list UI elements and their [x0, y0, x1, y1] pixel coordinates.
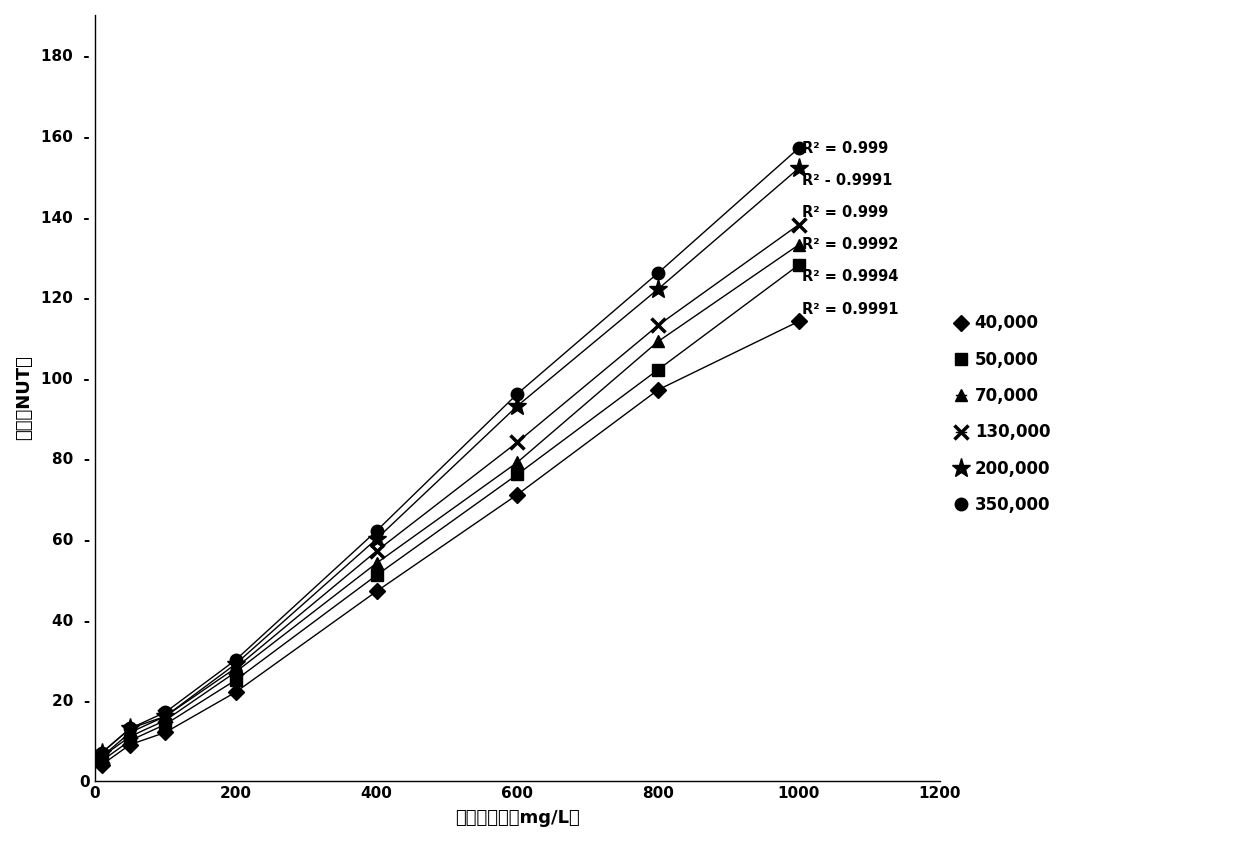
200,000 — [791, 163, 806, 173]
70,000 — [651, 337, 666, 347]
40,000 — [228, 687, 243, 697]
X-axis label: 壳聚糖浓度（mg/L）: 壳聚糖浓度（mg/L） — [455, 809, 579, 827]
Line: 40,000: 40,000 — [97, 316, 805, 770]
Line: 350,000: 350,000 — [95, 141, 805, 759]
40,000 — [123, 739, 138, 749]
70,000 — [370, 558, 384, 568]
40,000 — [94, 759, 109, 770]
50,000 — [94, 755, 109, 765]
Text: R² = 0.999: R² = 0.999 — [802, 141, 889, 156]
70,000 — [157, 716, 172, 726]
350,000 — [651, 268, 666, 278]
130,000 — [651, 320, 666, 330]
Text: R² = 0.9991: R² = 0.9991 — [802, 301, 899, 317]
50,000 — [228, 675, 243, 685]
40,000 — [157, 727, 172, 738]
130,000 — [791, 220, 806, 230]
40,000 — [651, 385, 666, 395]
Legend: 40,000, 50,000, 70,000, 130,000, 200,000, 350,000: 40,000, 50,000, 70,000, 130,000, 200,000… — [956, 314, 1050, 514]
130,000 — [157, 711, 172, 722]
350,000 — [228, 655, 243, 665]
350,000 — [510, 389, 525, 399]
40,000 — [370, 586, 384, 596]
130,000 — [370, 546, 384, 556]
200,000 — [94, 748, 109, 758]
200,000 — [157, 711, 172, 722]
Text: R² - 0.9991: R² - 0.9991 — [802, 173, 893, 188]
Text: R² = 0.9994: R² = 0.9994 — [802, 269, 899, 285]
70,000 — [123, 732, 138, 742]
50,000 — [510, 470, 525, 480]
70,000 — [791, 240, 806, 250]
50,000 — [370, 570, 384, 580]
70,000 — [228, 667, 243, 677]
Line: 200,000: 200,000 — [92, 158, 808, 762]
40,000 — [791, 317, 806, 327]
130,000 — [228, 663, 243, 673]
200,000 — [510, 401, 525, 411]
50,000 — [157, 719, 172, 729]
50,000 — [651, 365, 666, 375]
350,000 — [123, 723, 138, 733]
200,000 — [370, 534, 384, 544]
130,000 — [94, 752, 109, 762]
70,000 — [94, 752, 109, 762]
200,000 — [651, 284, 666, 294]
Text: R² = 0.9992: R² = 0.9992 — [802, 237, 899, 253]
50,000 — [123, 735, 138, 745]
200,000 — [228, 659, 243, 669]
Y-axis label: 浓度（NUT）: 浓度（NUT） — [15, 355, 33, 440]
350,000 — [791, 143, 806, 153]
40,000 — [510, 489, 525, 499]
130,000 — [510, 437, 525, 447]
Line: 70,000: 70,000 — [95, 238, 805, 763]
Line: 50,000: 50,000 — [95, 258, 805, 767]
Text: R² = 0.999: R² = 0.999 — [802, 205, 889, 220]
Line: 130,000: 130,000 — [95, 217, 806, 764]
200,000 — [123, 723, 138, 733]
70,000 — [510, 457, 525, 467]
50,000 — [791, 260, 806, 270]
350,000 — [157, 707, 172, 717]
130,000 — [123, 727, 138, 738]
350,000 — [94, 748, 109, 758]
350,000 — [370, 526, 384, 536]
